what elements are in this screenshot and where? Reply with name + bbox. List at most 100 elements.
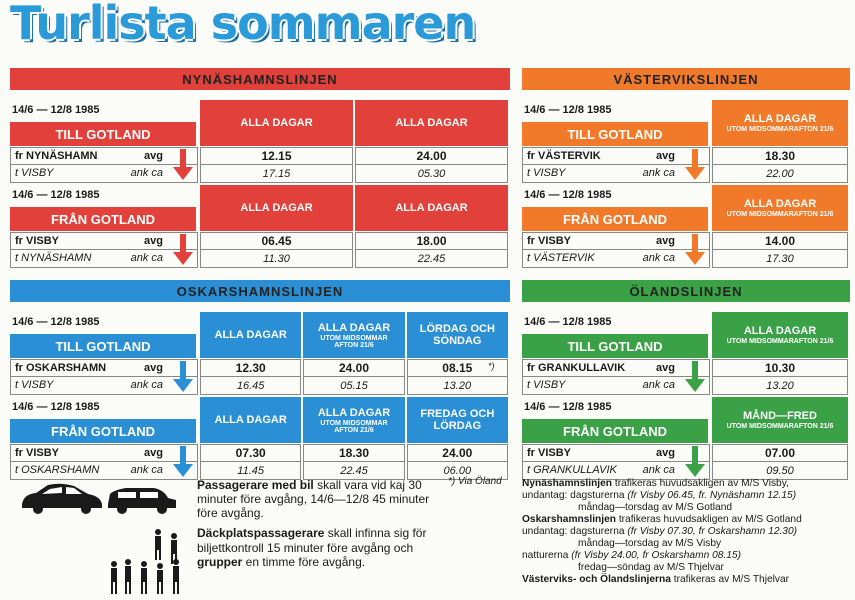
direction: FRÅN GOTLAND: [10, 207, 196, 231]
arrow-icon: [173, 361, 193, 392]
time: 14.00: [712, 232, 848, 250]
direction: TILL GOTLAND: [10, 334, 196, 358]
time: 12.15: [200, 147, 353, 165]
arrow: [172, 446, 194, 478]
stop: t GRANKULLAVIK: [527, 464, 617, 476]
note-text: trafikeras huvudsakligen av M/S Visby,: [612, 478, 789, 489]
departure-row-label: fr VISBY avg: [522, 444, 710, 462]
note-line: natturerna (fr Visby 24.00, fr Oskarsham…: [522, 550, 854, 562]
column-header: ALLA DAGAR: [200, 100, 353, 146]
stop: t VISBY: [527, 379, 566, 391]
footnote: *) Via Öland: [448, 476, 502, 487]
time: 05.15: [303, 377, 405, 395]
arrival-row-label: t VÄSTERVIK ank ca: [522, 250, 710, 268]
column-header: LÖRDAG OCH SÖNDAG: [406, 312, 508, 358]
line-header: OSKARSHAMNSLINJEN: [10, 280, 510, 302]
note-text: en timme före avgång.: [242, 554, 366, 569]
note-text: måndag—torsdag av M/S Visby: [578, 537, 722, 549]
stop: t NYNÄSHAMN: [15, 252, 92, 264]
kind: avg: [656, 362, 675, 374]
time: 24.00: [406, 444, 508, 462]
direction: FRÅN GOTLAND: [522, 419, 708, 443]
column-title: ALLA DAGAR: [240, 117, 313, 129]
time: 05.30: [355, 165, 508, 183]
note-text: Nynäshamnslinjen: [522, 478, 613, 489]
time: 24.00: [303, 359, 405, 377]
column-header: ALLA DAGAR UTOM MIDSOMMARAFTON 21/6: [712, 100, 848, 146]
line-header: VÄSTERVIKSLINJEN: [522, 68, 850, 90]
column-title: ALLA DAGAR: [317, 321, 391, 334]
note-text: Däckplatspassagerare: [197, 526, 325, 541]
kind: avg: [144, 150, 163, 162]
arrival-row-label: t VISBY ank ca: [10, 165, 198, 183]
kind: avg: [144, 362, 163, 374]
arrival-row-label: t OSKARSHAMN ank ca: [10, 462, 198, 480]
arrow: [684, 234, 706, 266]
column-header: ALLA DAGAR: [355, 185, 508, 231]
stop: fr VISBY: [527, 235, 572, 247]
column-title: ALLA DAGAR: [743, 198, 817, 210]
period: 14/6 — 12/8 1985: [12, 104, 100, 116]
column-header: ALLA DAGAR UTOM MIDSOMMARAFTON 21/6: [712, 185, 848, 231]
column-title: ALLA DAGAR: [395, 202, 468, 214]
column-header: MÅND—FRED UTOM MIDSOMMARAFTON 21/6: [712, 397, 848, 443]
time: 24.00: [355, 147, 508, 165]
kind: avg: [144, 235, 163, 247]
column-title: ALLA DAGAR: [395, 117, 468, 129]
note-text: (fr Visby 07.30, fr Oskarshamn 12.30): [627, 525, 798, 537]
column-header: ALLA DAGAR UTOM MIDSOMMAR AFTON 21/6: [303, 312, 405, 358]
column-title: ALLA DAGAR: [214, 414, 287, 426]
kind: ank ca: [642, 167, 675, 179]
column-title: FREDAG OCH LÖRDAG: [420, 408, 495, 432]
stop: t VISBY: [15, 167, 54, 179]
time: 16.45: [200, 377, 302, 395]
stop: fr GRANKULLAVIK: [527, 362, 626, 374]
period: 14/6 — 12/8 1985: [524, 401, 612, 413]
column-header: FREDAG OCH LÖRDAG: [406, 397, 508, 443]
departure-row-label: fr VÄSTERVIK avg: [522, 147, 710, 165]
column-title: ALLA DAGAR: [214, 329, 287, 341]
note-text: trafikeras huvudsakligen av M/S Gotland: [616, 513, 802, 525]
time: 18.30: [712, 147, 848, 165]
column-note: UTOM MIDSOMMARAFTON 21/6: [726, 338, 834, 345]
time: 09.50: [712, 462, 848, 480]
time: 06.45: [200, 232, 353, 250]
column-header: ALLA DAGAR: [200, 312, 302, 358]
note-text: måndag—torsdag av M/S Gotland: [578, 501, 733, 513]
direction: FRÅN GOTLAND: [10, 419, 196, 443]
departure-row-label: fr NYNÄSHAMN avg: [10, 147, 198, 165]
column-title: ALLA DAGAR: [317, 406, 391, 419]
note-text: trafikeras av M/S Thjelvar: [670, 573, 790, 585]
note-text: (fr Visby 24.00, fr Oskarshamn 08.15): [571, 549, 741, 561]
column-header: ALLA DAGAR UTOM MIDSOMMAR AFTON 21/6: [303, 397, 405, 443]
note-line: Västerviks- och Ölandslinjerna trafikera…: [522, 574, 854, 586]
time: 12.30: [200, 359, 302, 377]
column-title: LÖRDAG OCH SÖNDAG: [419, 323, 495, 347]
time: 13.20: [406, 377, 508, 395]
direction: TILL GOTLAND: [10, 122, 196, 146]
departure-row-label: fr GRANKULLAVIK avg: [522, 359, 710, 377]
column-note: UTOM MIDSOMMARAFTON 21/6: [726, 126, 834, 133]
arrival-row-label: t VISBY ank ca: [10, 377, 198, 395]
departure-row-label: fr VISBY avg: [10, 444, 198, 462]
note-line: måndag—torsdag av M/S Visby: [522, 538, 854, 550]
arrow: [172, 234, 194, 266]
stop: fr OSKARSHAMN: [15, 362, 107, 374]
kind: avg: [656, 447, 675, 459]
departure-row-label: fr VISBY avg: [10, 232, 198, 250]
arrow-icon: [173, 234, 193, 265]
page-title: Turlista sommaren: [10, 0, 476, 50]
column-header: ALLA DAGAR: [355, 100, 508, 146]
arrow: [684, 149, 706, 181]
departure-row-label: fr OSKARSHAMN avg: [10, 359, 198, 377]
note-line: undantag: dagsturerna (fr Visby 07.30, f…: [522, 526, 854, 538]
period: 14/6 — 12/8 1985: [12, 189, 100, 201]
arrow: [172, 361, 194, 393]
direction: TILL GOTLAND: [522, 122, 708, 146]
column-title: ALLA DAGAR: [743, 113, 817, 125]
arrow-icon: [173, 149, 193, 180]
stop: fr VISBY: [15, 235, 60, 247]
arrow-icon: [685, 361, 705, 392]
arrow-icon: [685, 234, 705, 265]
